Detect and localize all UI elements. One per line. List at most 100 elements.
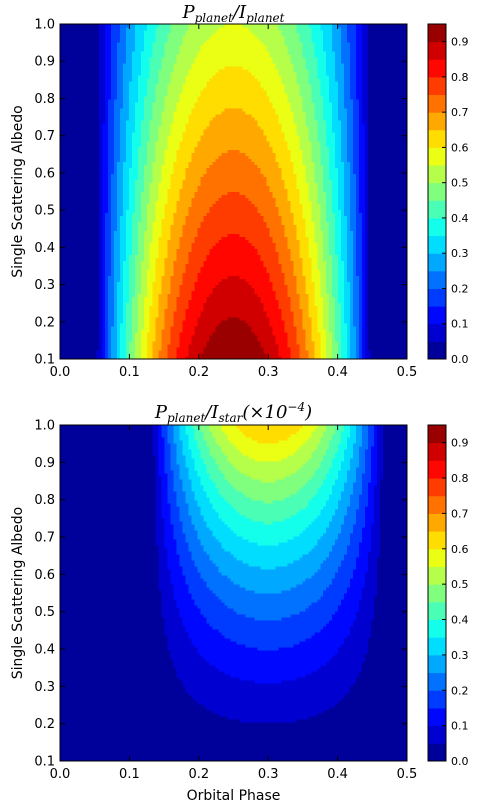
contour-cell (290, 149, 303, 154)
contour-cell (347, 269, 354, 273)
contour-cell (344, 68, 351, 73)
contour-cell (356, 266, 363, 270)
contour-cell (60, 350, 97, 354)
contour-cell (266, 92, 288, 97)
contour-cell (362, 278, 366, 282)
contour-cell (377, 476, 384, 480)
contour-cell (353, 131, 360, 136)
contour-cell (332, 656, 366, 660)
contour-cell (317, 515, 333, 519)
colorbar: 0.00.10.20.30.40.50.60.70.80.9 (427, 424, 469, 768)
contour-cell (254, 116, 279, 121)
contour-cell (152, 290, 163, 294)
contour-cell (248, 563, 288, 567)
contour-cell (245, 320, 270, 324)
colorbar-segment (428, 59, 446, 78)
contour-cell (191, 557, 211, 561)
contour-cell (209, 77, 259, 82)
contour-cell (368, 269, 408, 273)
contour-cell (60, 299, 100, 303)
contour-cell (122, 191, 130, 196)
contour-cell (296, 224, 306, 228)
contour-cell (104, 248, 112, 252)
contour-cell (377, 452, 384, 456)
contour-cell (335, 50, 342, 55)
contour-cell (125, 242, 133, 246)
contour-cell (362, 104, 369, 109)
contour-cell (371, 470, 378, 474)
contour-cell (356, 473, 363, 477)
contour-cell (368, 329, 408, 333)
contour-cell (98, 56, 106, 61)
contour-cell (131, 245, 139, 249)
contour-cell (257, 647, 279, 651)
contour-cell (302, 260, 312, 264)
contour-cell (356, 50, 363, 55)
contour-cell (152, 161, 166, 166)
contour-cell (146, 272, 157, 276)
contour-cell (353, 257, 357, 261)
contour-cell (113, 98, 124, 103)
contour-cell (173, 272, 184, 276)
contour-cell (359, 545, 372, 549)
contour-cell (368, 155, 408, 160)
contour-cell (347, 38, 357, 43)
contour-cell (329, 620, 354, 624)
contour-cell (314, 41, 324, 46)
contour-cell (110, 344, 118, 348)
contour-cell (368, 563, 378, 567)
contour-cell (134, 272, 142, 276)
contour-cell (104, 24, 112, 28)
contour-cell (359, 143, 366, 148)
contour-cell (218, 491, 244, 495)
contour-cell (359, 284, 363, 288)
contour-cell (155, 98, 166, 103)
contour-cell (203, 545, 223, 549)
contour-cell (320, 350, 327, 354)
contour-cell (110, 53, 118, 58)
contour-cell (356, 437, 363, 441)
contour-cell (179, 557, 193, 561)
contour-cell (161, 512, 172, 516)
contour-cell (329, 80, 339, 85)
contour-cell (296, 284, 306, 288)
contour-cell (164, 458, 172, 462)
contour-cell (185, 215, 205, 220)
contour-cell (317, 542, 336, 546)
contour-cell (287, 335, 297, 339)
contour-cell (290, 56, 306, 61)
contour-cell (194, 599, 223, 603)
contour-cell (170, 329, 184, 333)
contour-cell (320, 206, 327, 211)
contour-cell (167, 641, 193, 645)
contour-cell (308, 353, 315, 357)
contour-cell (167, 644, 196, 648)
colorbar-segment (428, 442, 446, 461)
contour-cell (380, 542, 408, 546)
contour-cell (98, 260, 103, 264)
contour-cell (164, 203, 178, 208)
contour-cell (353, 572, 366, 576)
contour-cell (164, 308, 178, 312)
contour-cell (101, 335, 106, 339)
contour-cell (362, 53, 369, 58)
contour-cell (146, 149, 157, 154)
contour-cell (242, 452, 294, 456)
contour-cell (98, 62, 106, 67)
contour-cell (125, 143, 133, 148)
contour-cell (101, 350, 106, 354)
contour-cell (299, 611, 336, 615)
contour-cell (362, 530, 372, 534)
contour-cell (359, 116, 363, 121)
contour-cell (60, 521, 157, 525)
contour-cell (314, 173, 324, 178)
contour-cell (377, 482, 381, 486)
contour-cell (104, 74, 112, 79)
contour-cell (368, 446, 372, 450)
contour-cell (197, 503, 214, 507)
contour-cell (107, 200, 112, 205)
contour-cell (347, 239, 354, 243)
contour-cell (275, 290, 288, 294)
contour-cell (368, 53, 408, 58)
contour-cell (299, 509, 321, 513)
